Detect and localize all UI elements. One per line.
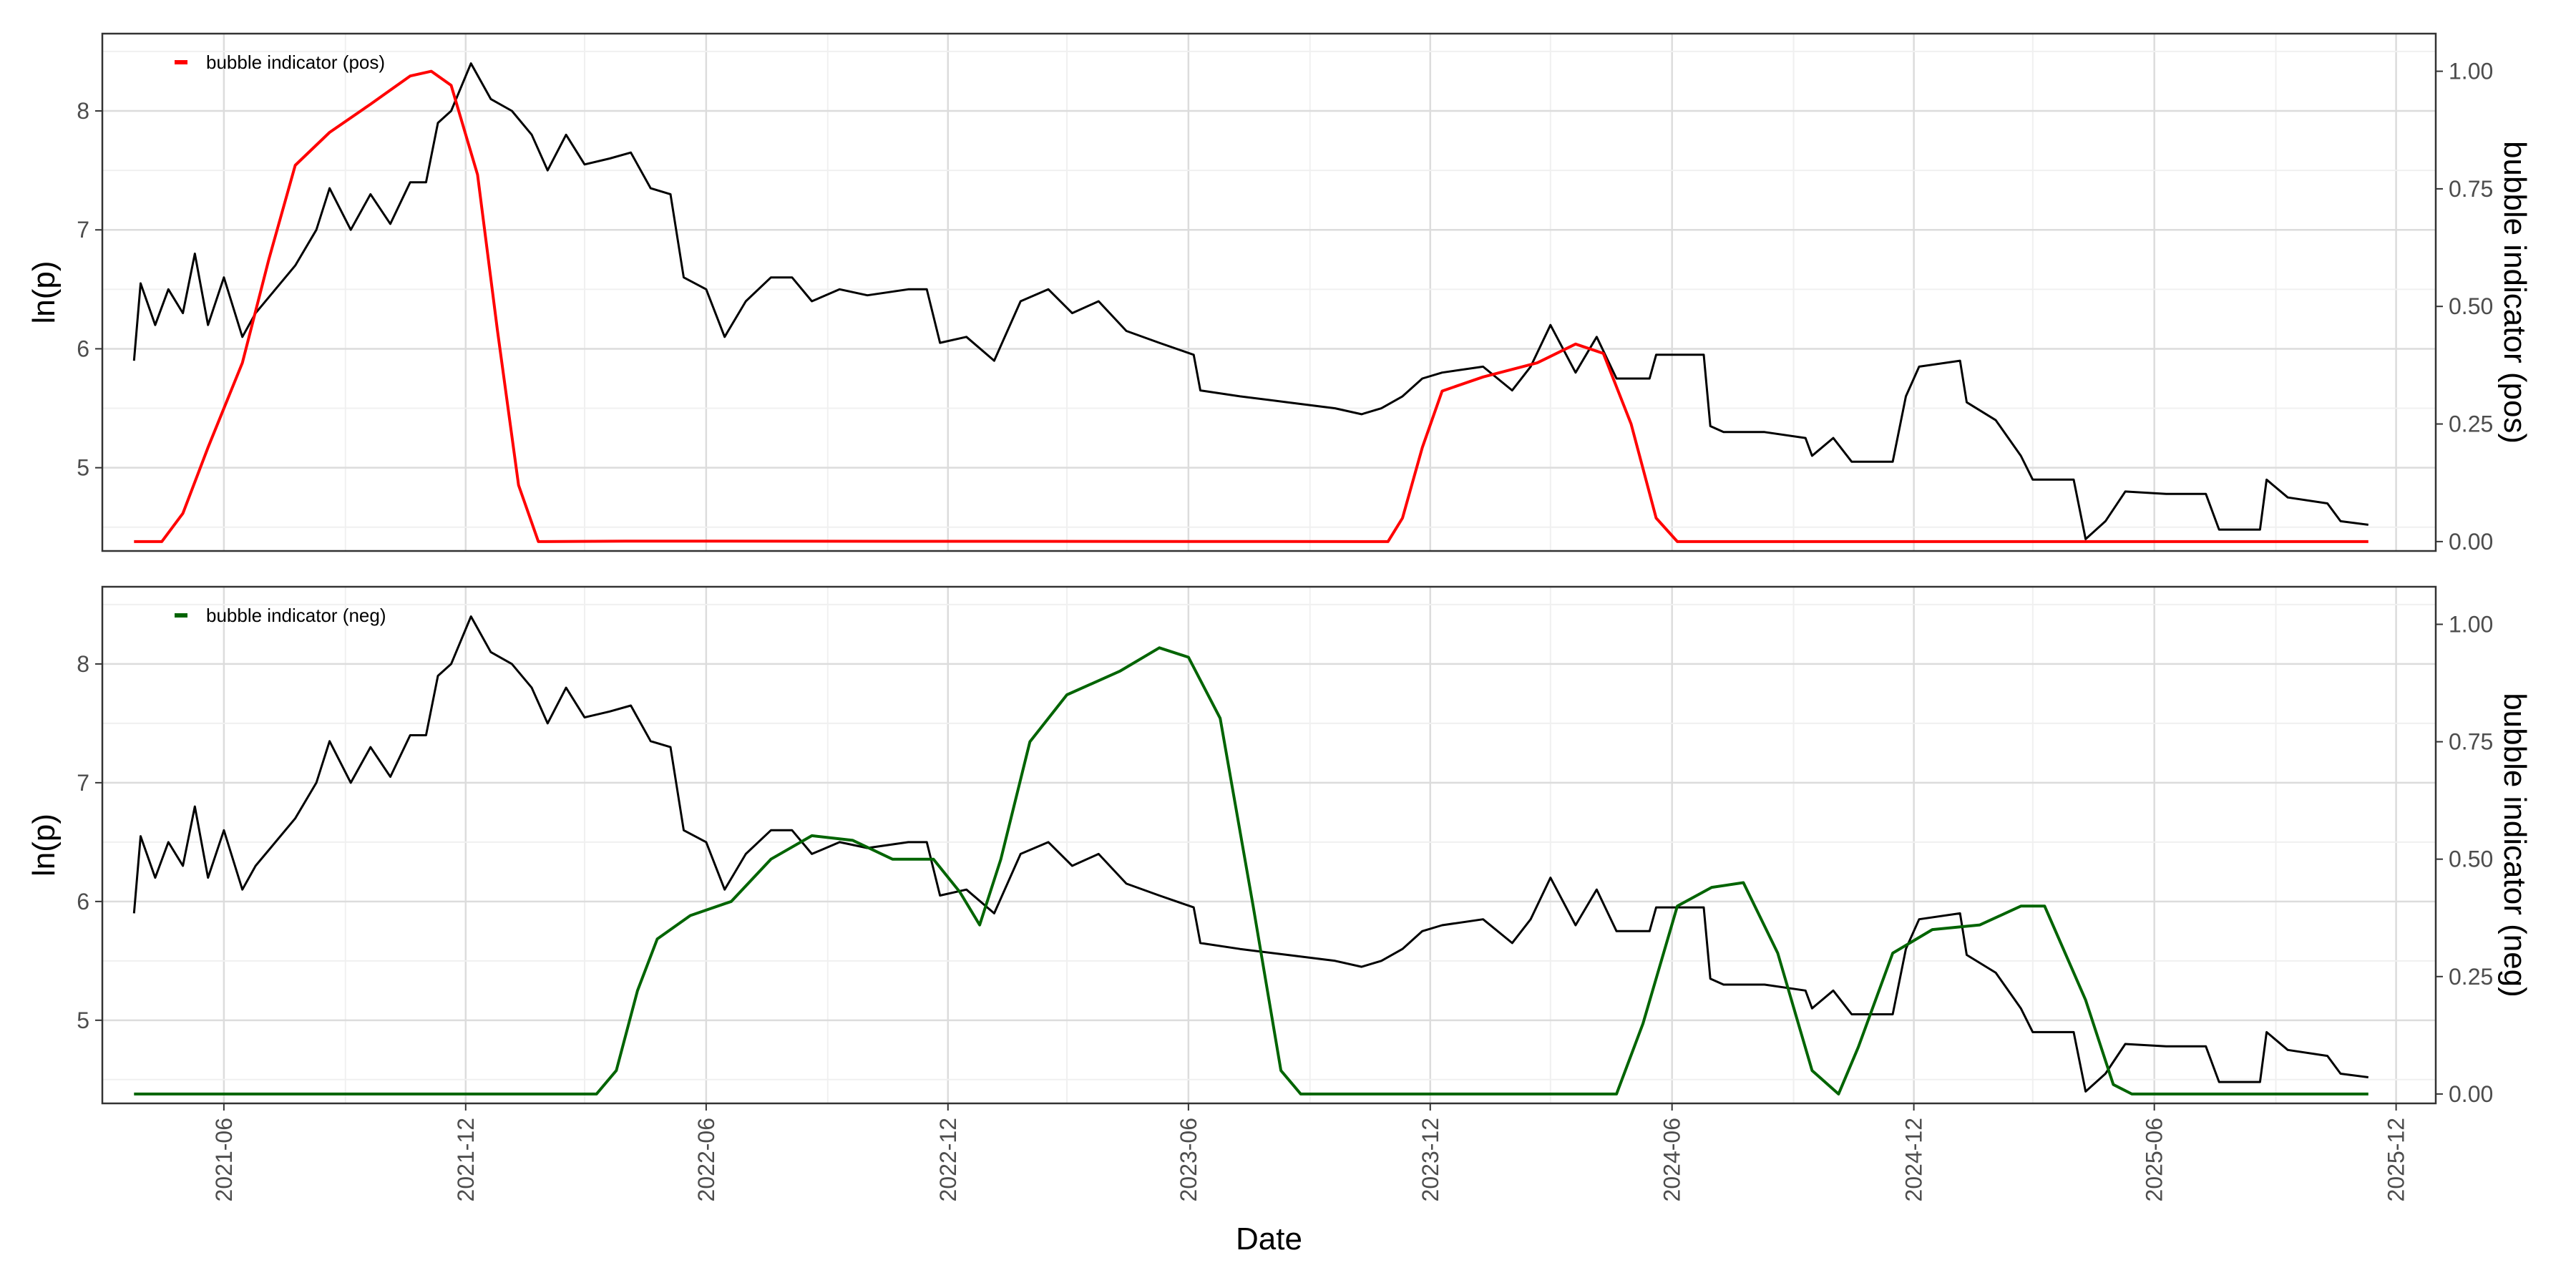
price-line: [132, 615, 2368, 1093]
x-axis-title: Date: [1236, 1221, 1302, 1257]
x-tick-label: 2025-06: [2142, 1118, 2167, 1201]
legend-label: bubble indicator (pos): [206, 52, 385, 73]
y2-tick-label: 0.25: [2449, 964, 2493, 990]
x-tick-label: 2024-12: [1901, 1118, 1927, 1201]
legend: bubble indicator (neg): [175, 605, 386, 626]
y2-tick-label: 0.00: [2449, 529, 2493, 555]
y2-tick-label: 0.50: [2449, 847, 2493, 872]
y2-axis-title: bubble indicator (neg): [2497, 693, 2532, 997]
panel-2: 5 6 7 8 0.00 0.25 0.50 0.75 1.00 ln(p) bubble indi…: [26, 585, 2532, 1107]
y-tick-label: 7: [77, 217, 89, 243]
gridlines: [102, 34, 2436, 551]
y-tick-label: 7: [77, 770, 89, 796]
gridlines: [102, 587, 2436, 1103]
y-tick-label: 6: [77, 889, 89, 914]
y-tick-label: 6: [77, 336, 89, 361]
y2-tick-label: 0.00: [2449, 1081, 2493, 1107]
x-tick-label: 2023-06: [1176, 1118, 1201, 1201]
y-tick-label: 8: [77, 651, 89, 677]
x-tick-label: 2022-12: [935, 1118, 961, 1201]
panel-border: [101, 32, 2437, 552]
y2-axis-title: bubble indicator (pos): [2497, 141, 2532, 444]
x-tick-label: 2021-12: [453, 1118, 479, 1201]
y-tick-label: 5: [77, 1008, 89, 1033]
price-line: [132, 62, 2368, 540]
panel-background: [102, 587, 2436, 1103]
y2-tick-label: 0.75: [2449, 176, 2493, 202]
y-tick-label: 5: [77, 455, 89, 481]
x-tick-label: 2024-06: [1659, 1118, 1685, 1201]
x-tick-label: 2023-12: [1418, 1118, 1443, 1201]
y2-tick-label: 0.75: [2449, 729, 2493, 755]
bubble-indicator-line: [134, 69, 2368, 543]
panel-border: [101, 585, 2437, 1105]
y2-tick-label: 1.00: [2449, 59, 2493, 84]
bubble-indicator-line: [134, 646, 2368, 1096]
y-tick-label: 8: [77, 98, 89, 124]
y-axis-title: ln(p): [26, 260, 62, 323]
x-axis: 2021-06 2021-12 2022-06 2022-12 2023-06 2023-…: [211, 1103, 2409, 1257]
y-axis-title: ln(p): [26, 814, 62, 877]
x-tick-label: 2022-06: [693, 1118, 719, 1201]
x-tick-label: 2025-12: [2384, 1118, 2409, 1201]
x-tick-label: 2021-06: [211, 1118, 237, 1201]
y2-tick-label: 0.25: [2449, 411, 2493, 437]
y2-tick-label: 0.50: [2449, 293, 2493, 319]
panel-1: 5 6 7 8 0.00 0.25 0.50 0.75 1.00 ln(p) bubble indi…: [26, 32, 2532, 555]
y2-tick-label: 1.00: [2449, 612, 2493, 638]
legend: bubble indicator (pos): [175, 52, 385, 73]
legend-label: bubble indicator (neg): [206, 605, 386, 626]
